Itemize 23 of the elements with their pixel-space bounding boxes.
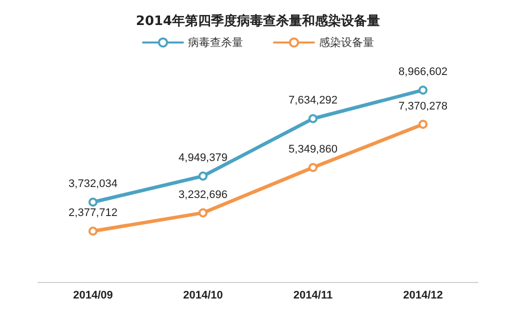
point: [198, 208, 208, 218]
x-tick-label: 2014/12: [403, 290, 443, 302]
data-label: 3,232,696: [178, 188, 228, 201]
data-label: 5,349,860: [288, 144, 338, 156]
point: [308, 114, 318, 124]
data-label: 8,966,602: [398, 66, 448, 78]
legend-label: 病毒查杀量: [188, 36, 243, 49]
data-label: 4,949,379: [178, 152, 228, 164]
x-tick-label: 2014/09: [73, 290, 113, 302]
point: [308, 163, 318, 172]
data-label: 7,634,292: [288, 94, 338, 107]
point: [88, 226, 98, 236]
point: [418, 120, 428, 129]
data-label: 3,732,034: [68, 178, 118, 190]
x-tick-label: 2014/10: [183, 290, 223, 302]
point: [88, 198, 98, 207]
point: [418, 86, 428, 95]
data-label: 7,370,278: [398, 100, 448, 112]
x-tick-label: 2014/11: [293, 290, 333, 302]
legend-label: 感染设备量: [319, 36, 374, 49]
chart-title: 2014年第四季度病毒查杀量和感染设备量: [136, 13, 380, 29]
data-label: 2,377,712: [68, 207, 118, 220]
point: [198, 172, 208, 181]
